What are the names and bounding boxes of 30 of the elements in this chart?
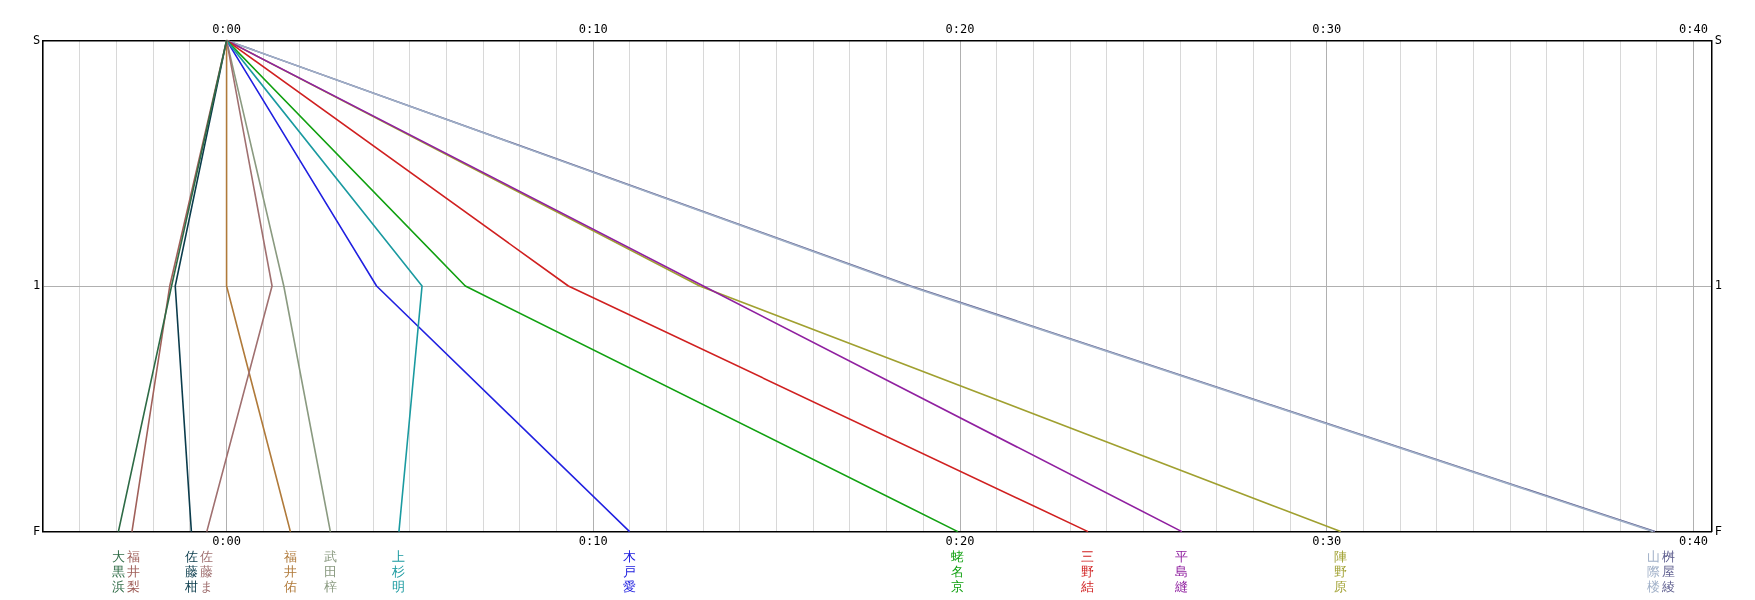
- series-label: 大黒浜: [111, 549, 125, 595]
- x-tick-label: 0:20: [945, 533, 975, 548]
- y-tick-label: S: [1714, 32, 1723, 47]
- x2-tick-label: 0:30: [1312, 22, 1342, 37]
- x2-tick-label: 0:40: [1678, 22, 1708, 37]
- x-tick-label: 0:30: [1312, 533, 1342, 548]
- x-tick-label: 0:40: [1678, 533, 1708, 548]
- category-label: S: [32, 32, 41, 47]
- category-label: 1: [32, 278, 41, 293]
- series-label: 上杉明: [391, 549, 406, 595]
- series-label: 佐藤柑: [183, 549, 198, 595]
- x2-tick-label: 0:10: [578, 22, 608, 37]
- x2-tick-label: 0:20: [945, 22, 975, 37]
- series-label: 山際楼: [1646, 549, 1660, 595]
- series-label: 武田梓: [323, 549, 337, 595]
- series-label: 佐藤ま: [200, 549, 214, 595]
- x-tick-label: 0:00: [212, 533, 242, 548]
- series-label: 陣野原: [1334, 549, 1348, 595]
- x-tick-label: 0:10: [578, 533, 608, 548]
- x2-tick-label: 0:00: [212, 22, 242, 37]
- series-label: 福井梨: [126, 549, 140, 595]
- series-label: 桝屋綾: [1660, 549, 1675, 595]
- series-label: 平島縫: [1174, 549, 1189, 595]
- y-tick-label: F: [1714, 523, 1723, 538]
- series-label: 蛯名京: [951, 549, 965, 595]
- category-label: F: [32, 523, 41, 538]
- y-tick-label: 1: [1714, 278, 1723, 293]
- series-label: 福井佑: [283, 549, 297, 595]
- series-label: 木戸愛: [623, 549, 637, 595]
- series-label: 三野結: [1080, 549, 1095, 595]
